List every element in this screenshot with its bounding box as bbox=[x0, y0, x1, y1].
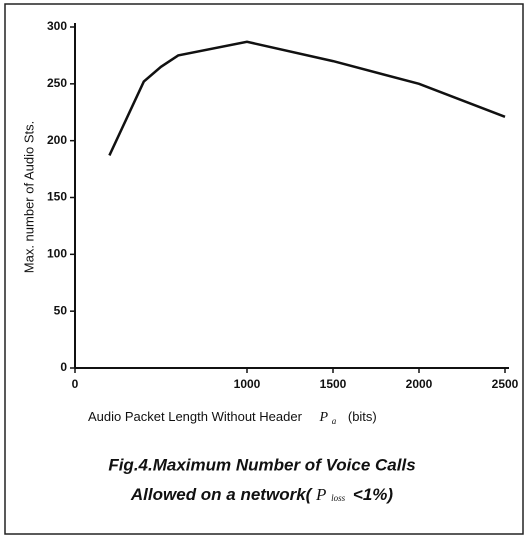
x-axis-label-subscript: a bbox=[332, 416, 337, 426]
x-tick-label: 2500 bbox=[492, 377, 519, 391]
x-axis-label-text: Audio Packet Length Without Header bbox=[88, 409, 303, 424]
x-tick-label: 1500 bbox=[320, 377, 347, 391]
caption-symbol: P bbox=[315, 485, 326, 504]
caption-text: Allowed on a network( bbox=[130, 485, 314, 504]
data-line bbox=[108, 40, 506, 156]
x-tick-label: 0 bbox=[72, 377, 79, 391]
x-axis-label: Audio Packet Length Without Header P a (… bbox=[88, 409, 377, 428]
y-tick-label: 300 bbox=[47, 19, 67, 33]
y-tick-label: 200 bbox=[47, 133, 67, 147]
y-tick-label: 250 bbox=[47, 76, 67, 90]
caption-subscript: loss bbox=[331, 493, 346, 503]
x-tick-label: 2000 bbox=[406, 377, 433, 391]
x-axis-label-symbol: P bbox=[319, 410, 329, 425]
frame bbox=[4, 3, 524, 535]
caption-end: <1%) bbox=[353, 485, 393, 504]
caption-line-1: Fig.4.Maximum Number of Voice Calls bbox=[108, 455, 415, 474]
y-tick-label: 50 bbox=[54, 303, 68, 317]
y-tick-label: 100 bbox=[47, 247, 67, 261]
y-tick-label: 0 bbox=[60, 360, 67, 374]
x-axis-label-unit: (bits) bbox=[348, 409, 377, 424]
y-tick-label: 150 bbox=[47, 190, 67, 204]
y-axis-label: Max. number of Audio Sts. bbox=[21, 121, 36, 273]
caption-line-2: Allowed on a network( P loss <1%) bbox=[130, 485, 394, 508]
x-tick-label: 1000 bbox=[234, 377, 261, 391]
